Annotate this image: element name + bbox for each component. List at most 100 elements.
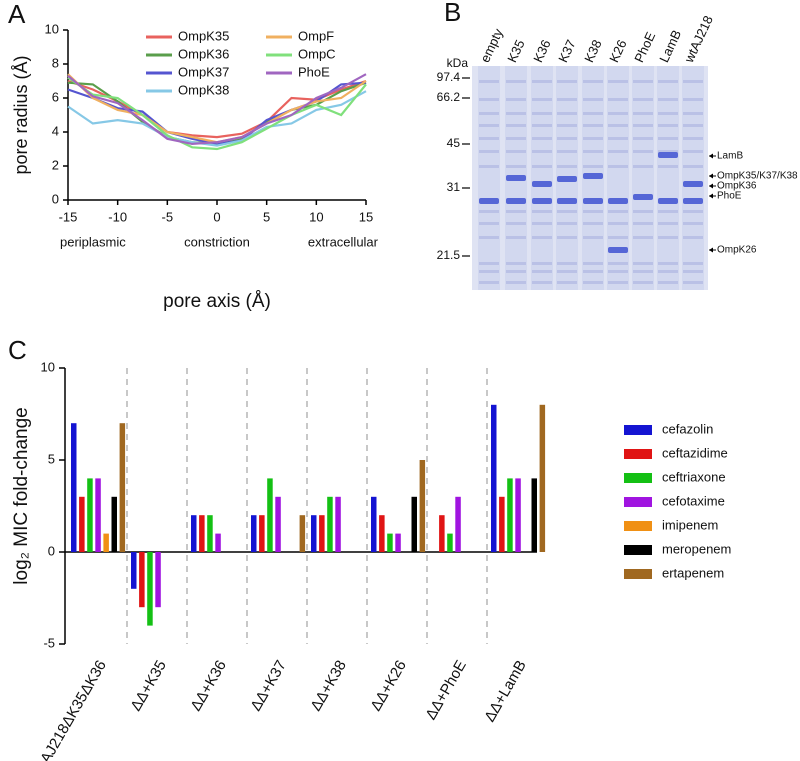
legend-label: ertapenem — [662, 565, 724, 580]
bar — [87, 478, 93, 552]
y-tick-label: 0 — [48, 543, 55, 558]
band — [683, 150, 703, 153]
band — [658, 98, 678, 101]
lane-label: K26 — [606, 37, 629, 64]
band-label: OmpK36 — [717, 181, 757, 192]
band — [506, 281, 526, 284]
x-tick-label: 15 — [359, 209, 373, 224]
annotation: constriction — [184, 234, 250, 249]
bar — [259, 515, 265, 552]
y-tick-label: 8 — [52, 55, 59, 70]
lane-label: empty — [477, 26, 506, 65]
band — [532, 198, 552, 204]
lane-label: K36 — [530, 37, 553, 64]
band — [479, 165, 499, 168]
bar — [411, 496, 417, 552]
band — [583, 165, 603, 168]
bar — [539, 404, 546, 552]
band — [506, 222, 526, 225]
bar — [395, 533, 401, 552]
band — [683, 222, 703, 225]
bar — [419, 460, 426, 552]
band — [506, 150, 526, 153]
band — [658, 137, 678, 140]
band-arrowhead — [709, 153, 713, 159]
band — [608, 198, 628, 204]
band — [658, 152, 678, 158]
legend-label: cefotaxime — [662, 493, 725, 508]
band — [479, 210, 499, 213]
x-tick-label: ΔΔ+K37 — [247, 657, 289, 714]
band — [633, 150, 653, 153]
band — [532, 281, 552, 284]
bar — [311, 515, 317, 552]
band — [683, 124, 703, 127]
band — [683, 198, 703, 204]
bar — [119, 423, 126, 552]
legend-label: OmpK36 — [178, 46, 229, 61]
bar — [387, 533, 393, 552]
lane-label: LamB — [656, 28, 684, 65]
band — [608, 247, 628, 253]
band — [506, 175, 526, 181]
band — [532, 112, 552, 115]
band — [532, 181, 552, 187]
band — [633, 165, 653, 168]
band — [633, 222, 653, 225]
band — [479, 198, 499, 204]
x-tick-label: -5 — [162, 209, 174, 224]
band — [479, 112, 499, 115]
band — [608, 281, 628, 284]
band — [633, 236, 653, 239]
band — [557, 176, 577, 182]
x-axis-label: pore axis (Å) — [163, 291, 271, 312]
bar — [515, 478, 521, 552]
band — [658, 281, 678, 284]
bar — [147, 552, 153, 626]
marker-label: 21.5 — [437, 248, 461, 262]
bar — [455, 496, 461, 552]
band — [658, 198, 678, 204]
panel-label: B — [444, 0, 461, 27]
band — [658, 112, 678, 115]
bar — [531, 478, 537, 552]
legend-label: PhoE — [298, 64, 330, 79]
band — [557, 281, 577, 284]
bar — [79, 496, 85, 552]
band — [532, 150, 552, 153]
bar — [499, 496, 505, 552]
y-tick-label: 6 — [52, 89, 59, 104]
band — [557, 150, 577, 153]
band — [557, 98, 577, 101]
band — [658, 124, 678, 127]
band — [683, 281, 703, 284]
band — [479, 236, 499, 239]
band — [583, 262, 603, 265]
band — [608, 165, 628, 168]
band — [532, 262, 552, 265]
legend-swatch — [624, 473, 652, 483]
band — [557, 262, 577, 265]
x-tick-label: -15 — [59, 209, 78, 224]
annotation: extracellular — [308, 234, 379, 249]
band — [583, 210, 603, 213]
marker-label: 66.2 — [437, 90, 461, 104]
band — [683, 181, 703, 187]
band — [608, 80, 628, 83]
lane — [682, 66, 704, 290]
band — [532, 80, 552, 83]
band — [608, 112, 628, 115]
y-tick-label: 10 — [41, 359, 55, 374]
band — [608, 270, 628, 273]
x-tick-label: AJ218ΔK35ΔK36 — [37, 657, 110, 761]
band — [633, 124, 653, 127]
band — [608, 150, 628, 153]
band — [479, 124, 499, 127]
x-tick-label: ΔΔ+K36 — [187, 657, 229, 714]
x-tick-label: ΔΔ+PhoE — [422, 657, 469, 722]
bar — [299, 515, 306, 552]
y-tick-label: 0 — [52, 191, 59, 206]
band — [506, 137, 526, 140]
legend-swatch — [624, 497, 652, 507]
bar — [319, 515, 325, 552]
